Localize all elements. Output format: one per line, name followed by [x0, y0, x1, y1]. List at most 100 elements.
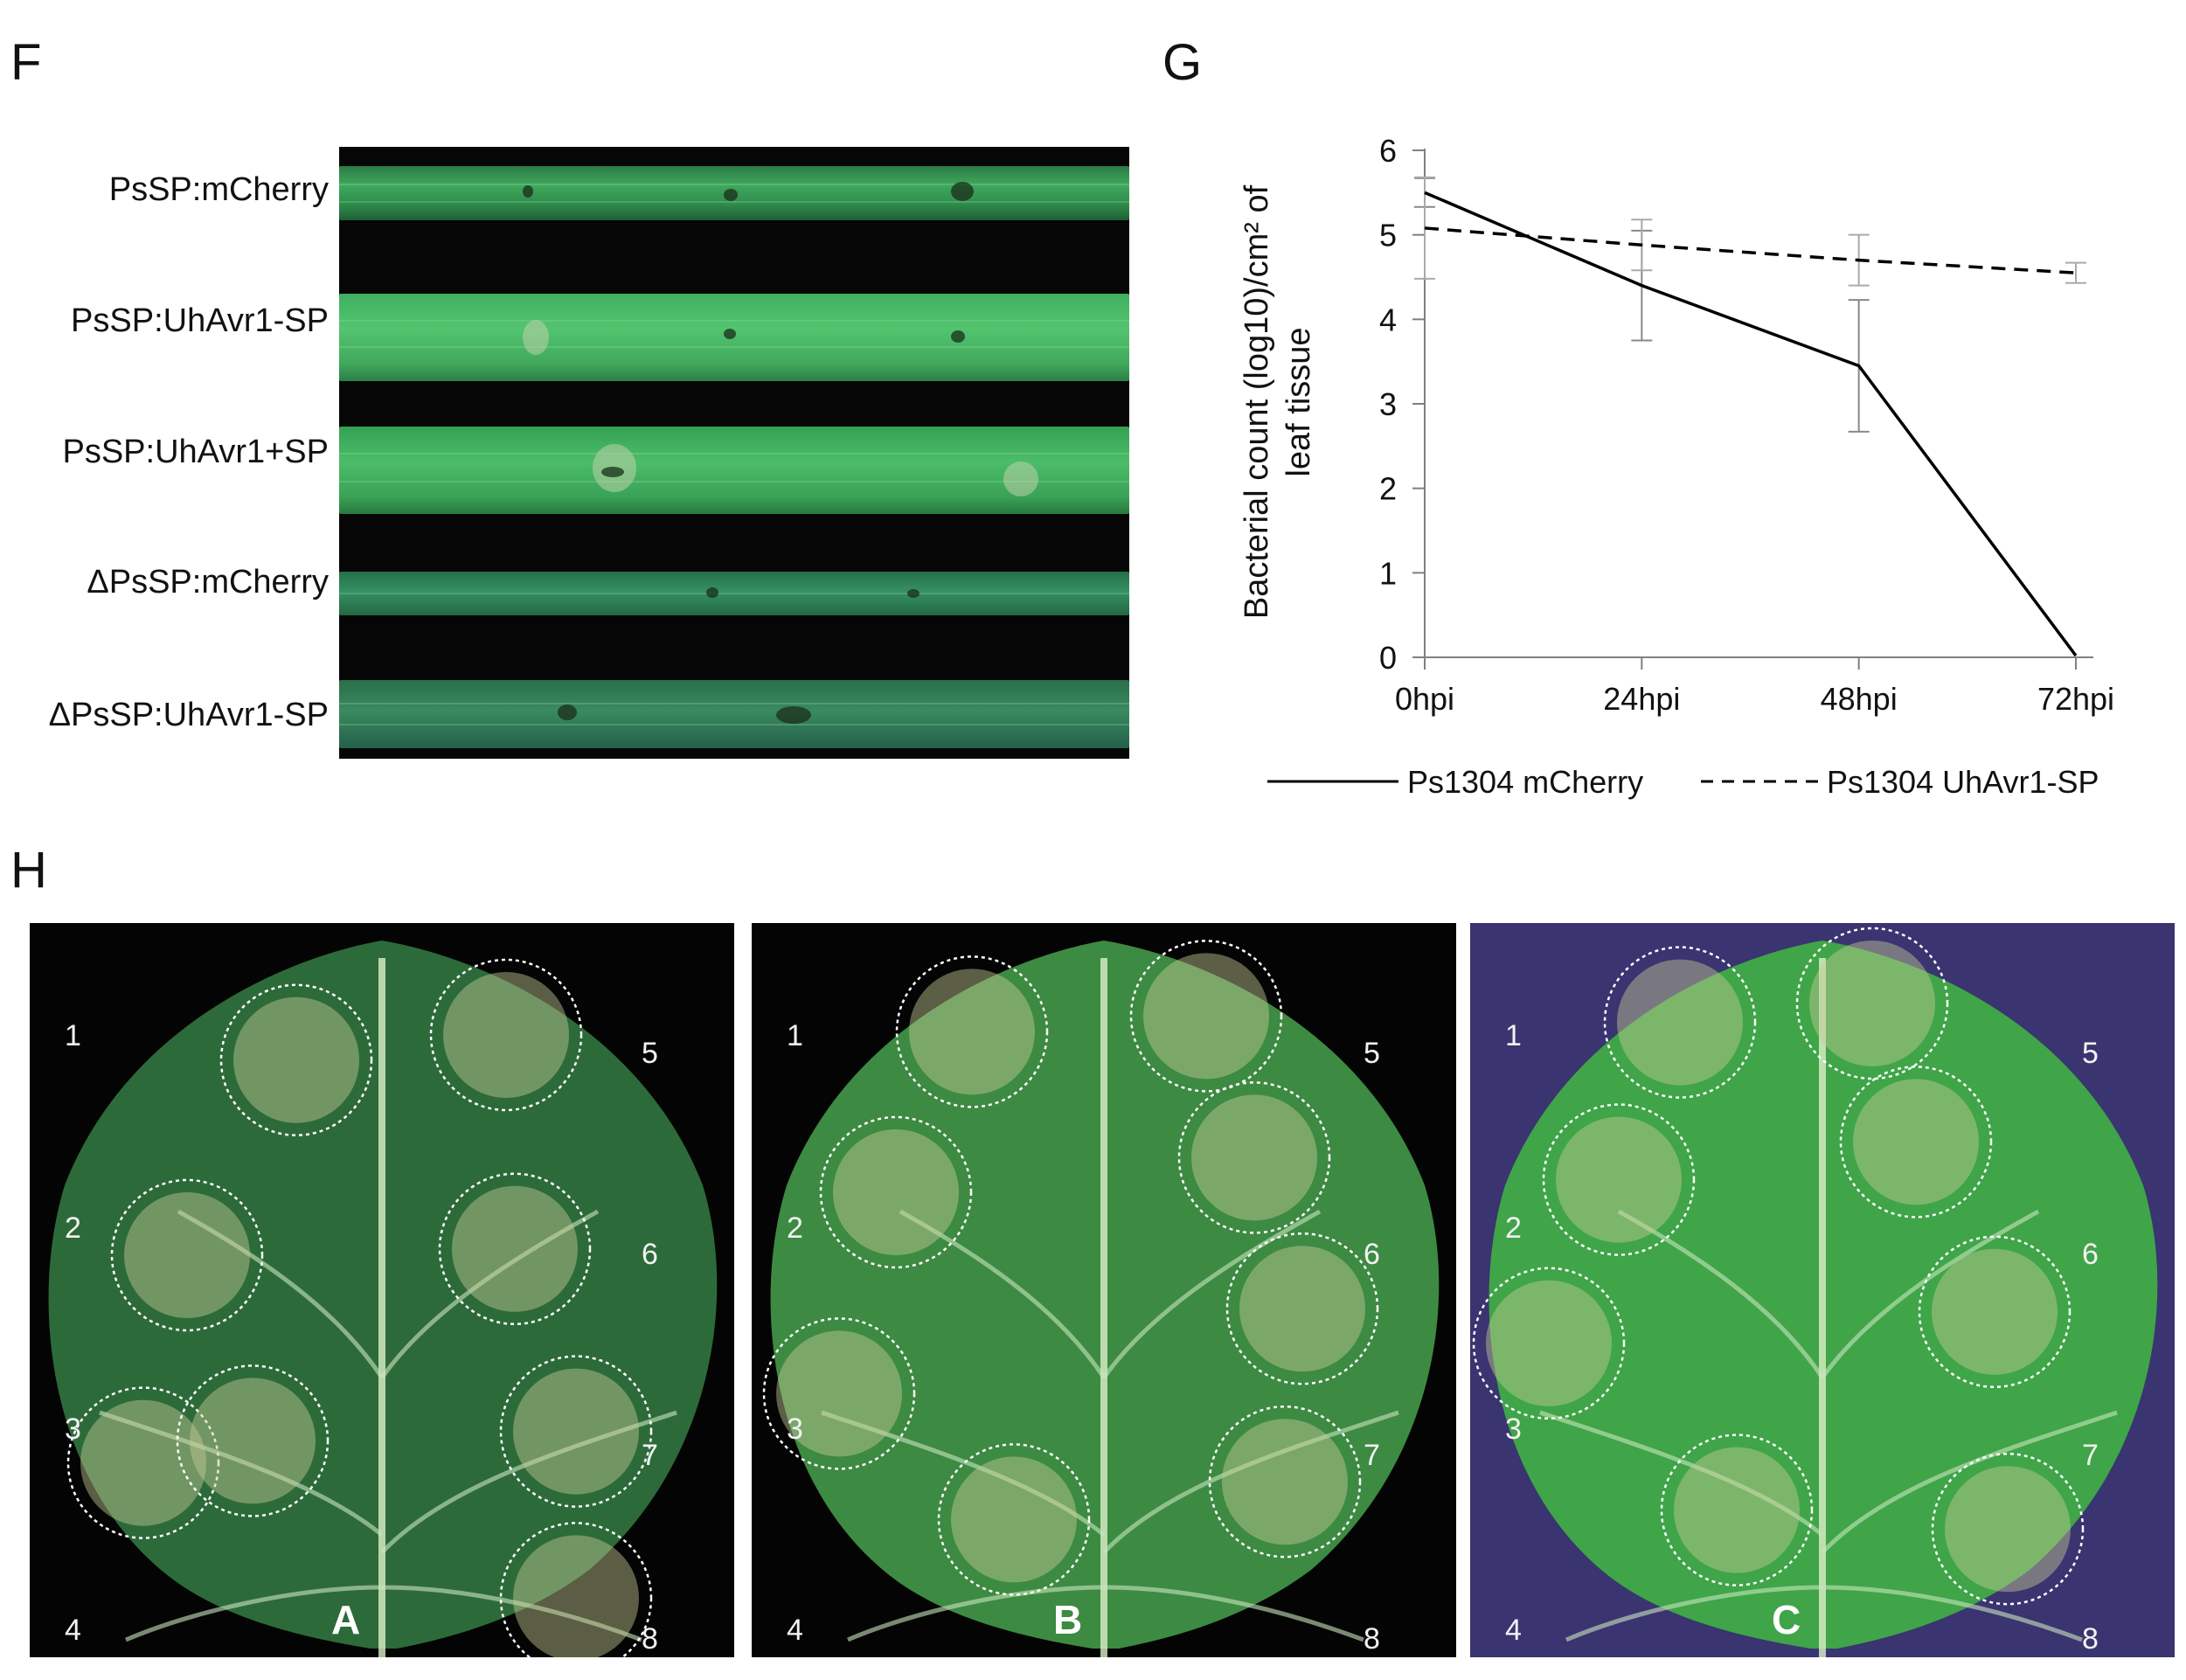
- strip-label-2: PsSP:UhAvr1-SP: [71, 302, 329, 339]
- series-line-1: [1424, 191, 2078, 657]
- spot-number: 2: [65, 1211, 81, 1245]
- legend: Ps1304 mCherry Ps1304 UhAvr1-SP: [1267, 764, 2099, 800]
- infiltration-circle: [895, 955, 1049, 1108]
- leaf-strips-photo: [339, 147, 1129, 759]
- spot-number: 3: [65, 1413, 81, 1446]
- lesion-area: [452, 1185, 578, 1312]
- leaf-image: [1472, 927, 2158, 1657]
- spot-number: 8: [1364, 1622, 1380, 1656]
- strip-label-4: ΔPsSP:mCherry: [87, 564, 329, 600]
- photo-letter: A: [331, 1597, 361, 1642]
- infiltration-circle: [1931, 1452, 2085, 1606]
- photo-letter: B: [1053, 1597, 1083, 1642]
- spot-number: 3: [787, 1413, 803, 1446]
- infiltration-circle: [110, 1178, 264, 1332]
- photo-letter: C: [1772, 1597, 1801, 1642]
- spot-number: 4: [65, 1614, 81, 1647]
- strip-label-3: PsSP:UhAvr1+SP: [62, 434, 329, 470]
- lesion-area: [1617, 959, 1743, 1086]
- y-tick-label: 2: [1379, 471, 1397, 507]
- y-axis-label-line2: leaf tissue: [1280, 327, 1317, 476]
- leaf-strip-1: [339, 166, 1129, 220]
- x-tick-label: 24hpi: [1603, 681, 1680, 717]
- lesion-area: [124, 1192, 250, 1318]
- lesion-area: [1143, 953, 1269, 1080]
- spot-number: 5: [642, 1037, 658, 1070]
- lesion-area: [1239, 1246, 1365, 1372]
- lesion-area: [1556, 1116, 1682, 1243]
- leaf-strip-2: [339, 294, 1129, 381]
- leaf-image: [762, 940, 1440, 1657]
- spot-number: 6: [1364, 1238, 1380, 1271]
- series-line-2: [1424, 226, 2077, 274]
- leaf-photo-b: 1 2 3 4 5 6 7 8 B: [752, 923, 1456, 1657]
- y-tick-label: 6: [1379, 133, 1397, 169]
- legend-label-2: Ps1304 UhAvr1-SP: [1827, 764, 2099, 800]
- leaf-veins: [1539, 1209, 2118, 1642]
- spot-number: 4: [1505, 1614, 1522, 1647]
- infiltration-circle: [1472, 1267, 1626, 1420]
- leaf-photo-c: 1 2 3 4 5 6 7 8 C: [1470, 923, 2175, 1657]
- lesion-area: [909, 968, 1035, 1095]
- spot-number: 1: [65, 1019, 81, 1052]
- y-tick-label: 4: [1379, 302, 1397, 337]
- infiltration-circle: [1603, 946, 1757, 1099]
- panel-h-letter: H: [10, 842, 47, 899]
- lesion-area: [1853, 1079, 1979, 1205]
- spot-number: 3: [1505, 1413, 1522, 1446]
- lesion-area: [833, 1129, 959, 1255]
- spot-number: 2: [1505, 1211, 1522, 1245]
- legend-label-1: Ps1304 mCherry: [1407, 764, 1643, 800]
- spot-number: 7: [2082, 1439, 2099, 1472]
- leaf-strip-3: [339, 427, 1129, 514]
- infiltration-circle: [937, 1443, 1091, 1596]
- infiltration-circle: [762, 1317, 916, 1470]
- spot-number: 7: [642, 1439, 658, 1472]
- infiltration-circle: [1177, 1081, 1331, 1234]
- x-tick-label: 0hpi: [1395, 681, 1454, 717]
- leaf-image: [48, 941, 718, 1657]
- infiltration-circle: [66, 1386, 220, 1539]
- lesion-area: [80, 1399, 206, 1526]
- infiltration-circle: [176, 1364, 330, 1517]
- spot-number: 2: [787, 1211, 803, 1245]
- infiltration-circle: [1129, 940, 1283, 1093]
- spot-number: 5: [2082, 1037, 2099, 1070]
- y-tick-label: 1: [1379, 555, 1397, 591]
- leaf-photo-a: 1 2 3 4 5 6 7 8 A: [30, 923, 734, 1657]
- lesion-area: [1809, 941, 1935, 1066]
- leaf-strip-5: [339, 680, 1129, 748]
- leaf-veins: [99, 1209, 677, 1642]
- lesion-area: [190, 1378, 316, 1504]
- leaf-veins: [821, 1209, 1399, 1642]
- infiltration-circle: [819, 1115, 973, 1269]
- spot-number: 5: [1364, 1037, 1380, 1070]
- y-tick-label: 5: [1379, 218, 1397, 253]
- lesion-area: [951, 1456, 1077, 1583]
- lesion-area: [1674, 1447, 1800, 1573]
- infiltration-circle: [1542, 1103, 1696, 1256]
- x-tick-label: 72hpi: [2037, 681, 2114, 717]
- strip-label-1: PsSP:mCherry: [108, 171, 329, 208]
- lesion-area: [1486, 1280, 1612, 1406]
- infiltration-circle: [1208, 1405, 1362, 1559]
- infiltration-circle: [429, 958, 583, 1112]
- lesion-area: [1191, 1094, 1317, 1221]
- infiltration-circle: [1225, 1232, 1379, 1385]
- infiltration-circle: [1839, 1066, 1993, 1218]
- lesion-area: [776, 1330, 902, 1457]
- infiltration-circle: [499, 1355, 653, 1508]
- lesion-area: [513, 1535, 639, 1657]
- infiltration-circle: [499, 1522, 653, 1657]
- spot-number: 8: [2082, 1622, 2099, 1656]
- lesion-area: [443, 972, 569, 1098]
- spot-number: 4: [787, 1614, 803, 1647]
- spot-number: 1: [787, 1019, 803, 1052]
- lesion-area: [1932, 1248, 2058, 1375]
- infiltration-circle: [1918, 1235, 2071, 1389]
- spot-number: 1: [1505, 1019, 1522, 1052]
- infiltration-circle: [1660, 1434, 1814, 1586]
- strip-label-5: ΔPsSP:UhAvr1-SP: [48, 697, 329, 733]
- leaf-strip-4: [339, 572, 1129, 615]
- lesion-area: [513, 1368, 639, 1495]
